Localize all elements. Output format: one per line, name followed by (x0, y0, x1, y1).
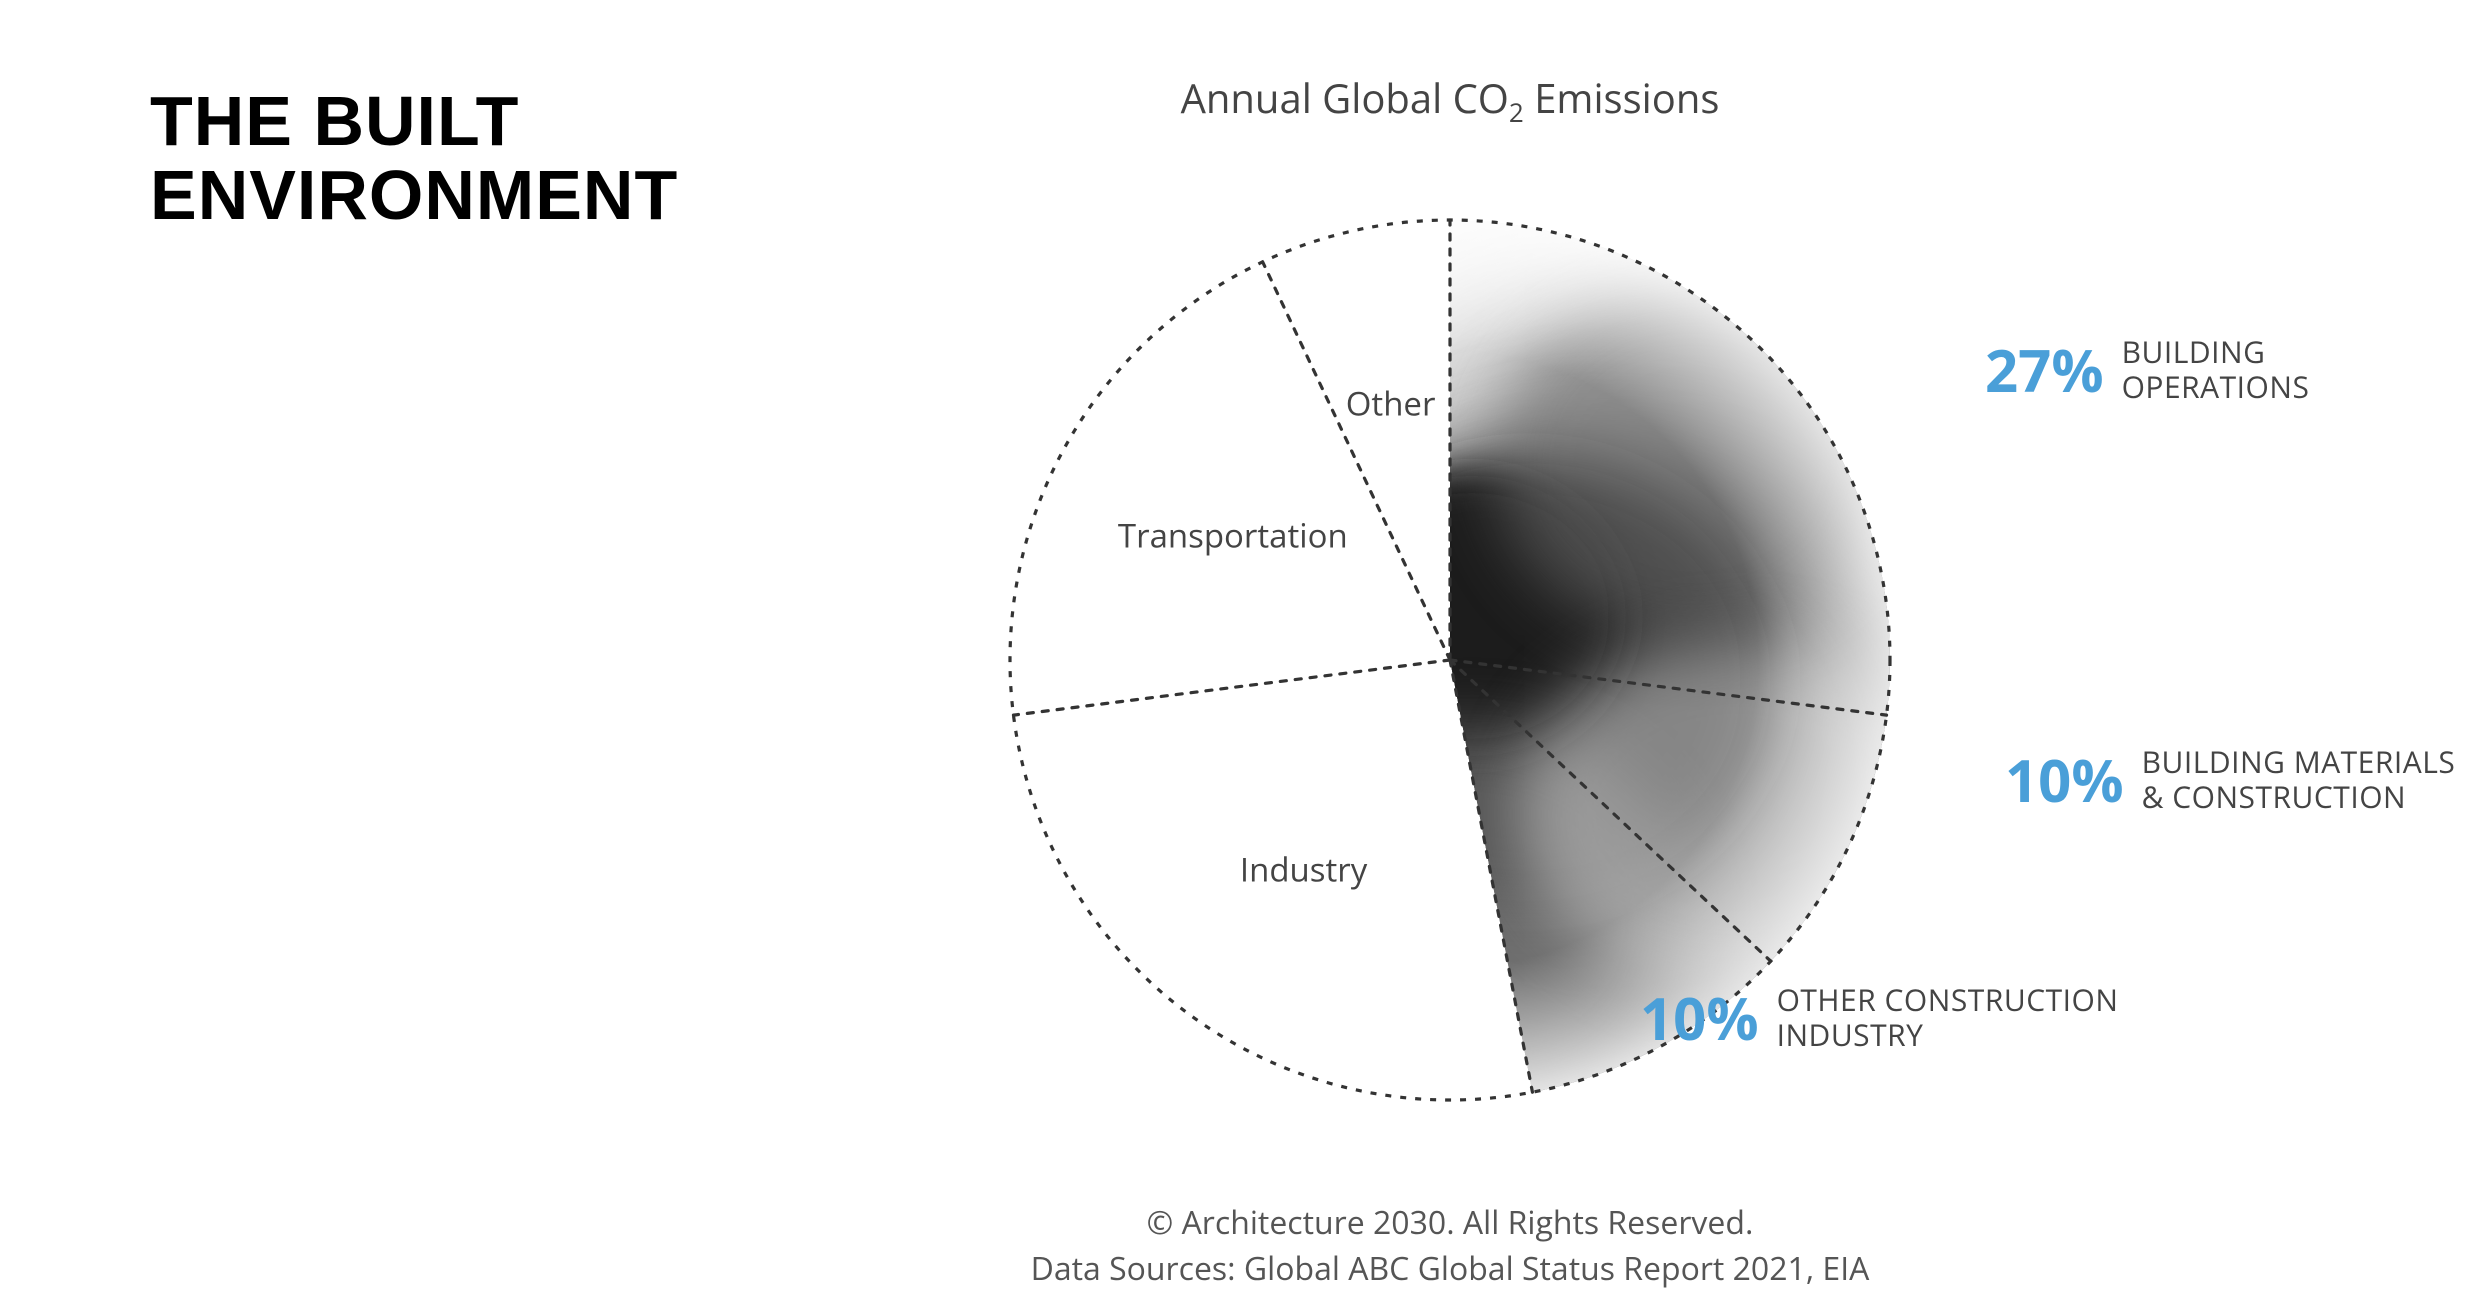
callout-other_constr: 10% OTHER CONSTRUCTION INDUSTRY (1640, 978, 2118, 1057)
callout-label-building_ops: BUILDING OPERATIONS (2122, 335, 2310, 404)
callout-building_mat: 10% BUILDING MATERIALS & CONSTRUCTION (2005, 740, 2455, 819)
callout-pct-building_mat: 10% (2005, 740, 2124, 819)
slice-label-industry: Industry (1240, 847, 1367, 892)
footer-line2: Data Sources: Global ABC Global Status R… (1031, 1247, 1870, 1290)
pie-chart (870, 80, 2030, 1240)
callout-label-other_constr: OTHER CONSTRUCTION INDUSTRY (1777, 983, 2119, 1052)
slice-label-transportation: Transportation (1118, 512, 1348, 557)
footer-line1: © Architecture 2030. All Rights Reserved… (1147, 1201, 1754, 1244)
heading-line2: ENVIRONMENT (150, 156, 678, 234)
heading-line1: THE BUILT (150, 82, 519, 160)
callout-pct-building_ops: 27% (1985, 330, 2104, 409)
callout-building_ops: 27% BUILDING OPERATIONS (1985, 330, 2309, 409)
callout-pct-other_constr: 10% (1640, 978, 1759, 1057)
footer-credits: © Architecture 2030. All Rights Reserved… (1000, 1200, 1900, 1293)
slice-label-other: Other (1346, 380, 1436, 425)
pie-svg (870, 80, 2030, 1240)
page-heading: THE BUILT ENVIRONMENT (150, 85, 678, 232)
callout-label-building_mat: BUILDING MATERIALS & CONSTRUCTION (2142, 745, 2456, 814)
